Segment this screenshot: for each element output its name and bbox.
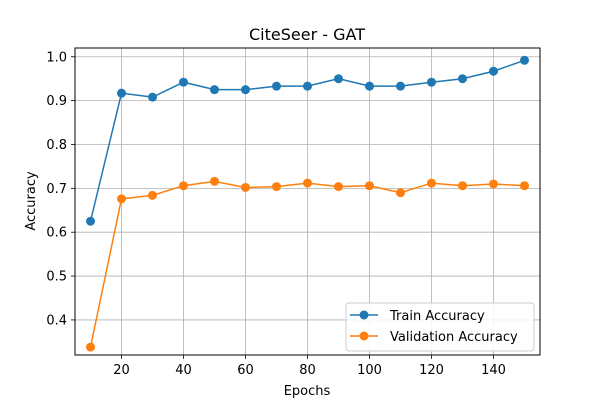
y-tick-label: 0.6 (46, 226, 67, 241)
data-point-validation (303, 178, 312, 188)
data-point-train (86, 216, 95, 226)
x-tick-label: 40 (175, 363, 192, 378)
data-point-train (117, 88, 126, 98)
x-axis-ticks: 20 40 60 80 100 120 140 (113, 355, 506, 378)
y-axis-label: Accuracy (24, 171, 39, 231)
data-point-train (396, 81, 405, 91)
data-point-train (427, 77, 436, 87)
data-point-train (272, 81, 281, 91)
data-point-train (489, 66, 498, 76)
x-tick-label: 140 (481, 363, 506, 378)
series-group (86, 55, 529, 352)
data-point-validation (458, 181, 467, 191)
y-tick-label: 1.0 (46, 50, 67, 65)
legend-validation-label: Validation Accuracy (390, 330, 518, 345)
data-point-validation (396, 188, 405, 198)
legend-train-label: Train Accuracy (389, 309, 485, 324)
data-point-train (179, 77, 188, 87)
data-point-validation (179, 181, 188, 191)
data-point-validation (117, 194, 126, 204)
y-tick-label: 0.8 (46, 138, 67, 153)
data-point-validation (86, 342, 95, 352)
y-tick-label: 0.9 (46, 94, 67, 109)
y-tick-label: 0.5 (46, 270, 67, 285)
legend-train-marker (359, 310, 369, 320)
data-point-validation (334, 182, 343, 192)
grid-lines (75, 48, 540, 355)
y-tick-label: 0.4 (46, 313, 67, 328)
x-axis-label: Epochs (284, 384, 331, 399)
data-point-train (210, 85, 219, 95)
data-point-validation (148, 190, 157, 200)
y-axis-ticks: 0.4 0.5 0.6 0.7 0.8 0.9 1.0 (46, 50, 75, 328)
legend-validation-marker (359, 331, 369, 341)
data-point-validation (365, 181, 374, 191)
data-point-train (458, 74, 467, 84)
legend-box (345, 302, 535, 352)
data-point-train (520, 55, 529, 65)
legend: Train Accuracy Validation Accuracy (345, 302, 535, 352)
x-tick-label: 60 (237, 363, 254, 378)
data-point-validation (427, 178, 436, 188)
y-tick-label: 0.7 (46, 182, 67, 197)
x-tick-label: 100 (357, 363, 382, 378)
data-point-validation (520, 181, 529, 191)
x-tick-label: 80 (299, 363, 316, 378)
chart-title: CiteSeer - GAT (249, 25, 365, 44)
data-point-train (303, 81, 312, 91)
data-point-validation (272, 182, 281, 192)
data-point-train (365, 81, 374, 91)
data-point-validation (241, 182, 250, 192)
x-tick-label: 120 (419, 363, 444, 378)
data-point-train (148, 92, 157, 102)
data-point-validation (489, 179, 498, 189)
data-point-train (241, 85, 250, 95)
x-tick-label: 20 (113, 363, 130, 378)
data-point-train (334, 74, 343, 84)
data-point-validation (210, 176, 219, 186)
